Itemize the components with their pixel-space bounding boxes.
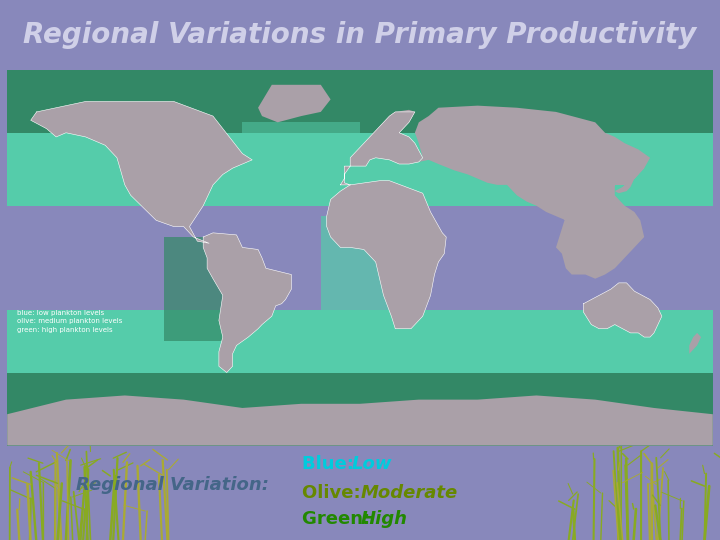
Polygon shape xyxy=(327,181,446,329)
Polygon shape xyxy=(203,233,292,373)
Text: Blue:: Blue: xyxy=(302,455,361,474)
Polygon shape xyxy=(7,70,713,133)
Text: Regional Variation:: Regional Variation: xyxy=(76,476,269,494)
Text: Regional Variations in Primary Productivity: Regional Variations in Primary Productiv… xyxy=(23,21,697,49)
Polygon shape xyxy=(7,310,713,393)
Polygon shape xyxy=(243,123,360,174)
Text: Green:: Green: xyxy=(302,510,377,528)
Polygon shape xyxy=(7,373,713,446)
Text: High: High xyxy=(360,510,408,528)
Polygon shape xyxy=(415,106,650,279)
Polygon shape xyxy=(370,110,415,141)
Polygon shape xyxy=(7,123,713,206)
Text: blue: low plankton levels
olive: medium plankton levels
green: high plankton lev: blue: low plankton levels olive: medium … xyxy=(17,310,122,333)
Polygon shape xyxy=(31,102,252,243)
Polygon shape xyxy=(341,112,423,185)
Text: Moderate: Moderate xyxy=(360,484,458,502)
Text: Low: Low xyxy=(352,455,392,474)
Polygon shape xyxy=(321,216,390,310)
Polygon shape xyxy=(615,166,639,193)
Polygon shape xyxy=(258,85,330,123)
Polygon shape xyxy=(583,283,662,337)
Polygon shape xyxy=(689,333,701,354)
Text: Olive:: Olive: xyxy=(302,484,367,502)
Polygon shape xyxy=(7,395,713,445)
Polygon shape xyxy=(164,237,222,341)
